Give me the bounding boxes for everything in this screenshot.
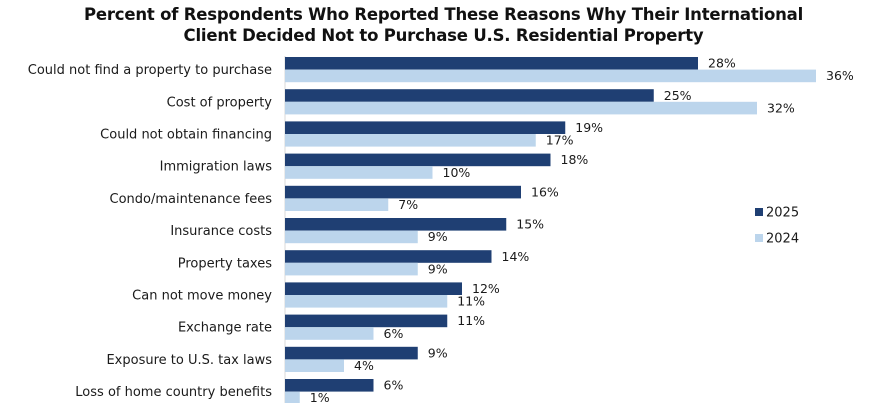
bar-2024 [285,69,816,83]
bar-2025 [285,250,492,263]
value-label-2025: 18% [561,152,589,167]
legend-label-2024: 2024 [766,232,799,247]
category-label: Could not find a property to purchase [28,63,272,78]
bar-2025 [285,185,521,199]
value-label-2025: 15% [516,217,544,232]
value-label-2025: 28% [708,56,736,71]
category-label: Could not obtain financing [100,128,272,143]
bar-2024 [285,391,300,403]
value-label-2024: 1% [310,390,330,403]
bar-2025 [285,153,551,167]
value-label-2025: 16% [531,184,559,199]
value-label-2025: 25% [664,88,692,103]
value-label-2024: 36% [826,68,854,83]
value-label-2025: 9% [428,345,448,360]
category-label: Can not move money [132,289,272,304]
value-label-2024: 9% [428,229,448,244]
value-label-2024: 4% [354,358,374,373]
bar-2024 [285,262,418,276]
bar-2024 [285,134,536,147]
bar-2024 [285,327,374,340]
category-label: Exchange rate [178,321,272,336]
value-label-2024: 17% [546,133,574,148]
category-label: Immigration laws [160,160,273,175]
legend-label-2025: 2025 [766,206,799,221]
value-label-2025: 19% [575,120,603,135]
legend-swatch-2025 [755,208,763,216]
bar-2024 [285,166,433,179]
bar-2025 [285,218,507,231]
value-label-2024: 6% [384,326,404,341]
bar-2025 [285,121,566,134]
value-label-2025: 12% [472,281,500,296]
chart-title: Percent of Respondents Who Reported Thes… [0,4,887,46]
value-label-2025: 11% [457,313,485,328]
value-label-2025: 14% [502,249,530,264]
value-label-2024: 10% [443,165,471,180]
category-label: Loss of home country benefits [75,385,272,400]
bar-2025 [285,282,462,295]
bar-2025 [285,346,418,360]
value-label-2024: 9% [428,261,448,276]
bar-2024 [285,198,389,211]
legend-swatch-2024 [755,234,763,242]
value-label-2024: 11% [457,294,485,309]
category-label: Cost of property [167,95,273,110]
value-label-2024: 7% [398,197,418,212]
bar-2024 [285,101,757,115]
value-label-2024: 32% [767,100,795,115]
bar-2025 [285,57,698,70]
category-label: Exposure to U.S. tax laws [106,353,272,368]
bar-2025 [285,379,374,392]
bar-2024 [285,359,344,372]
bar-2024 [285,230,418,244]
chart-title-line-1: Percent of Respondents Who Reported Thes… [83,5,804,24]
chart-title-line-2: Client Decided Not to Purchase U.S. Resi… [183,26,704,45]
bar-2024 [285,295,448,308]
category-label: Property taxes [178,256,272,271]
bar-2025 [285,314,448,328]
bars-layer: Could not find a property to purchase 28%… [28,56,854,403]
category-label: Condo/maintenance fees [110,192,273,207]
bar-2025 [285,89,654,102]
value-label-2025: 6% [384,378,404,393]
category-label: Insurance costs [170,224,272,239]
chart-legend: 2025 2024 [755,206,799,247]
